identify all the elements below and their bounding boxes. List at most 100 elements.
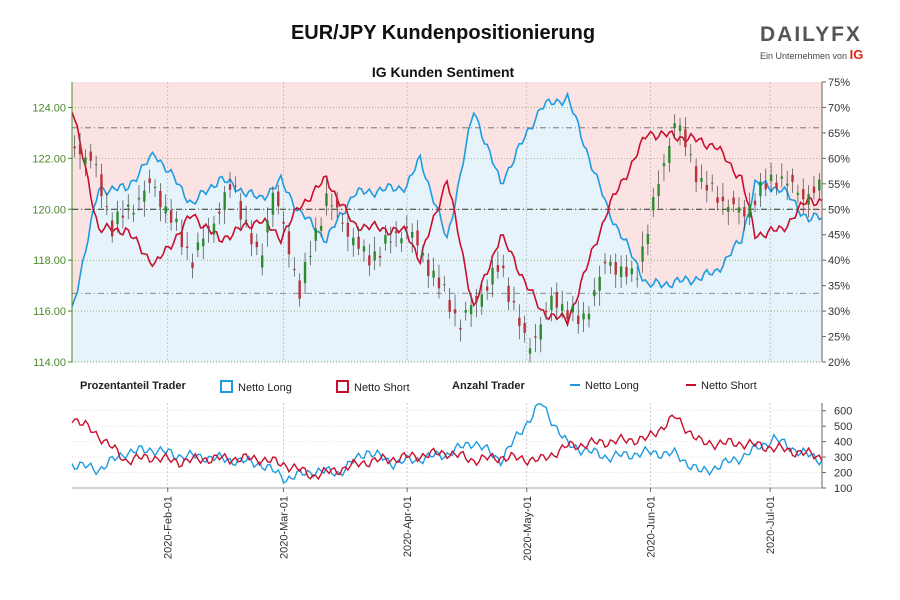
candle-down (775, 182, 778, 189)
candle-up (641, 246, 644, 262)
candle-down (496, 265, 500, 272)
percent-tick-label: 70% (828, 102, 850, 114)
percent-tick-label: 40% (828, 255, 850, 267)
date-tick-label: 2020-May-01 (522, 496, 534, 561)
price-tick-label: 114.00 (33, 357, 66, 369)
candle-down (405, 226, 409, 229)
legend-long-pct: Netto Long (220, 380, 292, 394)
candle-up (319, 225, 323, 231)
percent-tick-label: 75% (828, 77, 850, 89)
long-line-swatch (570, 384, 580, 386)
candle-down (394, 231, 398, 234)
legend-short-pct: Netto Short (336, 380, 410, 394)
candle-up (143, 190, 146, 202)
candle-up (710, 182, 714, 184)
percent-tick-label: 25% (828, 332, 850, 344)
candle-down (555, 291, 559, 308)
long-swatch (220, 380, 233, 393)
candle-up (539, 324, 542, 340)
candle-down (603, 261, 607, 264)
ig-mark: IG (849, 47, 864, 62)
percent-tick-label: 20% (828, 357, 850, 369)
candle-down (523, 323, 526, 333)
date-tick-label: 2020-Feb-01 (163, 496, 175, 559)
candle-up (421, 252, 425, 256)
percent-tick-label: 45% (828, 230, 850, 242)
candle-up (678, 125, 682, 132)
candle-up (657, 184, 660, 197)
candle-down (169, 210, 173, 223)
candle-up (593, 290, 596, 297)
candle-down (614, 261, 617, 275)
candle-down (764, 183, 767, 190)
candle-down (802, 189, 805, 200)
candle-up (309, 255, 312, 257)
candle-up (727, 206, 730, 212)
candle-down (475, 295, 478, 303)
candle-down (485, 286, 489, 291)
count-tick-label: 300 (834, 452, 852, 464)
candle-down (159, 190, 162, 208)
candle-down (234, 185, 237, 187)
candle-up (410, 231, 414, 238)
candle-up (748, 204, 751, 218)
candle-up (635, 278, 639, 280)
logo-tagline: Ein Unternehmen von IG (760, 47, 870, 62)
candle-down (812, 186, 816, 193)
candle-up (646, 234, 650, 245)
candle-up (314, 228, 317, 241)
candle-up (432, 270, 435, 278)
candle-up (619, 266, 623, 278)
candle-down (287, 231, 291, 255)
candle-up (127, 204, 130, 207)
candle-up (662, 163, 666, 167)
candle-up (271, 192, 275, 215)
date-axis: 2020-Feb-01 2020-Mar-01 2020-Apr-01 2020-Ma… (163, 488, 777, 561)
candle-up (303, 261, 307, 284)
candle-up (668, 145, 671, 164)
short-percent-line (71, 111, 823, 328)
candle-up (132, 212, 135, 215)
candle-down (357, 236, 360, 249)
date-tick-label: 2020-Mar-01 (278, 496, 290, 559)
long-percent-line (71, 91, 823, 307)
candle-up (528, 348, 532, 354)
candle-up (769, 174, 773, 182)
candle-up (464, 309, 467, 313)
candle-up (352, 237, 355, 246)
percent-tick-label: 55% (828, 179, 850, 191)
date-tick-label: 2020-Apr-01 (402, 496, 414, 557)
candle-down (705, 184, 709, 191)
long-count-line (71, 403, 823, 484)
candle-down (185, 246, 189, 248)
price-tick-label: 118.00 (33, 255, 66, 267)
candle-up (164, 206, 167, 214)
candle-down (368, 255, 371, 266)
candle-down (207, 225, 210, 229)
legend-long-label: Netto Long (238, 382, 292, 394)
candle-up (212, 223, 216, 235)
candle-down (518, 317, 521, 326)
candle-down (743, 207, 746, 217)
candle-down (298, 280, 301, 299)
candle-down (100, 174, 103, 197)
count-tick-label: 200 (834, 468, 852, 480)
logo-brand: DAILYFX (760, 23, 862, 46)
legend-long-label2: Netto Long (585, 380, 639, 392)
count-tick-label: 100 (834, 483, 852, 495)
legend-short-count: Netto Short (686, 380, 757, 392)
legend-short-label: Netto Short (354, 382, 410, 394)
candle-down (427, 259, 430, 276)
candle-up (244, 219, 248, 222)
legend-short-label2: Netto Short (701, 380, 757, 392)
count-tick-label: 400 (834, 437, 852, 449)
candle-down (577, 315, 580, 325)
candle-up (84, 157, 87, 165)
price-tick-label: 120.00 (32, 204, 66, 216)
percent-tick-label: 30% (828, 306, 850, 318)
candle-down (73, 146, 76, 149)
candle-down (378, 255, 382, 258)
chart-title: EUR/JPY Kundenpositionierung (290, 22, 596, 44)
candle-down (341, 222, 344, 224)
